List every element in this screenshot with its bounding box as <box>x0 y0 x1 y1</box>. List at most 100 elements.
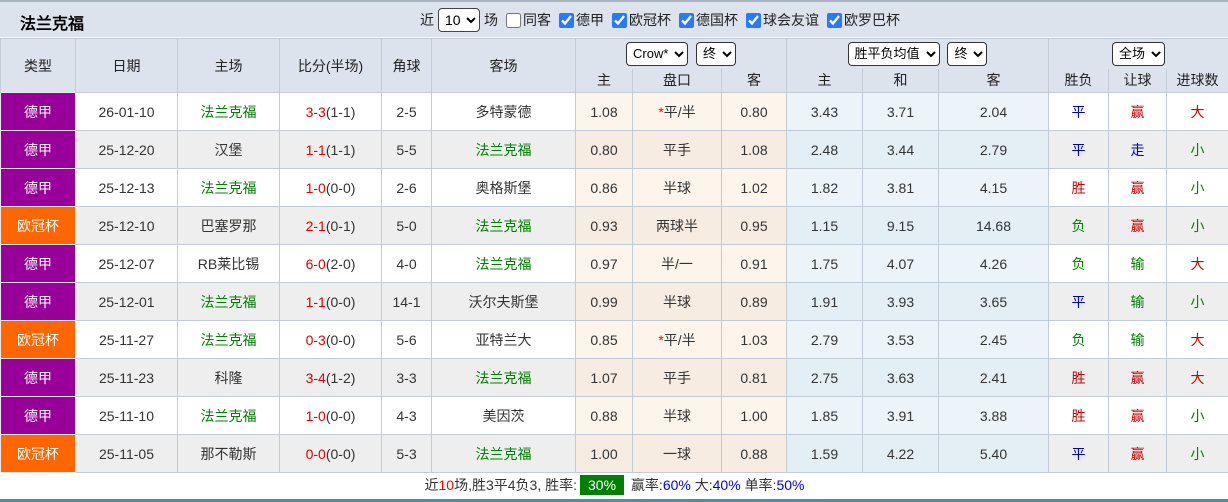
result-cell: 平 <box>1048 130 1109 169</box>
subcol-handicap-home: 主 <box>575 68 633 93</box>
table-row: 德甲 26-01-10 法兰克福 3-3(1-1) 2-5 多特蒙德 1.08 … <box>0 92 1228 131</box>
europe-away-odds: 3.65 <box>938 282 1049 321</box>
score-cell: 0-0(0-0) <box>279 434 382 473</box>
summary-text: 近10场,胜3平4负3, 胜率: 30% 赢率:60% 大:40% 单率:50% <box>0 472 1228 497</box>
goals-cell: 大 <box>1165 358 1228 397</box>
goals-cell: 大 <box>1165 92 1228 131</box>
subcol-goals: 进球数 <box>1165 68 1228 93</box>
filter-controls: 近 10 场 同客 德甲 欧冠杯 德国杯 球会友谊 欧罗巴杯 <box>420 7 900 33</box>
subcol-europe-draw: 和 <box>862 68 939 93</box>
score-cell: 1-1(0-0) <box>279 282 382 321</box>
europe-home-odds: 1.59 <box>786 434 863 473</box>
league-badge: 欧冠杯 <box>0 320 76 359</box>
away-team-cell: 法兰克福 <box>431 434 576 473</box>
subcol-handicap-line: 盘口 <box>632 68 722 93</box>
subcol-handicap-away: 客 <box>721 68 787 93</box>
league-label-friendly: 球会友谊 <box>763 12 819 28</box>
europe-away-odds: 4.15 <box>938 168 1049 207</box>
date-cell: 25-11-05 <box>75 434 178 473</box>
handicap-result-cell: 输 <box>1108 282 1167 321</box>
europe-home-odds: 1.82 <box>786 168 863 207</box>
home-team-cell: 法兰克福 <box>177 282 280 321</box>
europe-draw-odds: 4.07 <box>862 244 939 283</box>
europe-home-odds: 1.75 <box>786 244 863 283</box>
handicap-away-odds: 1.00 <box>721 396 787 435</box>
handicap-line: 平手 <box>632 358 722 397</box>
date-cell: 25-12-20 <box>75 130 178 169</box>
summary-count: 10 <box>438 476 455 493</box>
home-team-cell: 巴塞罗那 <box>177 206 280 245</box>
handicap-line: 半球 <box>632 168 722 207</box>
handicap-home-odds: 1.08 <box>575 92 633 131</box>
home-team-cell: 科隆 <box>177 358 280 397</box>
score-cell: 6-0(2-0) <box>279 244 382 283</box>
recent-count-select[interactable]: 10 <box>438 8 480 32</box>
result-cell: 负 <box>1048 320 1109 359</box>
league-checkbox-champions[interactable] <box>612 12 627 28</box>
corner-cell: 2-6 <box>381 168 432 207</box>
league-label-bundesliga: 德甲 <box>576 12 604 28</box>
score-cell: 0-3(0-0) <box>279 320 382 359</box>
handicap-home-odds: 1.07 <box>575 358 633 397</box>
handicap-line: 平手 <box>632 130 722 169</box>
games-label: 场 <box>484 12 498 28</box>
result-cell: 负 <box>1048 206 1109 245</box>
league-checkbox-europa[interactable] <box>827 12 842 28</box>
handicap-home-odds: 1.00 <box>575 434 633 473</box>
europe-away-odds: 4.26 <box>938 244 1049 283</box>
league-badge: 德甲 <box>0 244 76 283</box>
recent-label: 近 <box>420 12 434 28</box>
handicap-away-odds: 0.95 <box>721 206 787 245</box>
corner-cell: 5-6 <box>381 320 432 359</box>
europe-draw-odds: 4.22 <box>862 434 939 473</box>
result-cell: 胜 <box>1048 168 1109 207</box>
league-checkbox-bundesliga[interactable] <box>559 12 574 28</box>
subcol-europe-home: 主 <box>786 68 863 93</box>
corner-cell: 5-0 <box>381 206 432 245</box>
result-group-header: 全场 <box>1047 38 1228 69</box>
col-header-away: 客场 <box>431 38 576 93</box>
home-team-cell: 汉堡 <box>177 130 280 169</box>
europe-draw-odds: 3.44 <box>862 130 939 169</box>
result-cell: 平 <box>1048 434 1109 473</box>
subcol-result: 胜负 <box>1048 68 1109 93</box>
match-table: 类型 日期 主场 比分(半场) 角球 客场 Crow* 终 胜平负均值 终 全场 <box>0 38 1228 497</box>
score-cell: 3-4(1-2) <box>279 358 382 397</box>
handicap-result-cell: 赢 <box>1108 92 1167 131</box>
date-cell: 25-12-13 <box>75 168 178 207</box>
goals-cell: 小 <box>1165 282 1228 321</box>
goals-cell: 小 <box>1165 206 1228 245</box>
col-header-type: 类型 <box>0 38 76 93</box>
score-cell: 1-1(1-1) <box>279 130 382 169</box>
result-cell: 胜 <box>1048 358 1109 397</box>
handicap-home-odds: 0.93 <box>575 206 633 245</box>
table-row: 德甲 25-12-20 汉堡 1-1(1-1) 5-5 法兰克福 0.80 平手… <box>0 130 1228 169</box>
europe-time-select[interactable]: 终 <box>947 41 988 66</box>
same-venue-label: 同客 <box>523 12 551 28</box>
corner-cell: 4-3 <box>381 396 432 435</box>
summary-row: 近10场,胜3平4负3, 胜率: 30% 赢率:60% 大:40% 单率:50% <box>0 472 1228 497</box>
league-badge: 德甲 <box>0 396 76 435</box>
handicap-away-odds: 0.80 <box>721 92 787 131</box>
same-venue-checkbox[interactable] <box>506 12 521 28</box>
handicap-home-odds: 0.80 <box>575 130 633 169</box>
col-header-score: 比分(半场) <box>279 38 382 93</box>
handicap-time-select[interactable]: 终 <box>695 41 736 66</box>
league-badge: 德甲 <box>0 282 76 321</box>
away-team-cell: 亚特兰大 <box>431 320 576 359</box>
scope-select[interactable]: 全场 <box>1112 41 1165 66</box>
league-checkbox-dfb-cup[interactable] <box>679 12 694 28</box>
handicap-result-cell: 赢 <box>1108 396 1167 435</box>
europe-source-select[interactable]: 胜平负均值 <box>847 41 940 66</box>
date-cell: 25-11-27 <box>75 320 178 359</box>
league-label-europa: 欧罗巴杯 <box>844 12 900 28</box>
bottom-divider <box>0 498 1228 502</box>
league-checkbox-friendly[interactable] <box>746 12 761 28</box>
handicap-source-select[interactable]: Crow* <box>626 41 689 66</box>
topbar: 法兰克福 近 10 场 同客 德甲 欧冠杯 德国杯 球会友谊 欧罗巴杯 <box>0 2 1228 38</box>
league-badge: 欧冠杯 <box>0 434 76 473</box>
table-row: 德甲 25-12-01 法兰克福 1-1(0-0) 14-1 沃尔夫斯堡 0.9… <box>0 282 1228 321</box>
corner-cell: 5-3 <box>381 434 432 473</box>
col-header-date: 日期 <box>75 38 178 93</box>
handicap-result-cell: 赢 <box>1108 358 1167 397</box>
